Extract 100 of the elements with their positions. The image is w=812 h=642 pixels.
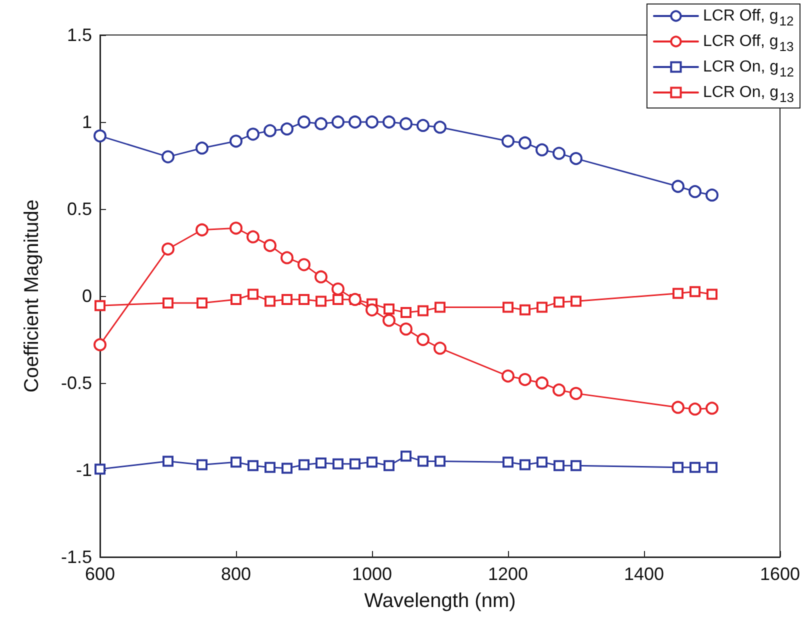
point [366, 456, 378, 468]
point [536, 376, 548, 390]
y-tick-label: 1.5 [66, 25, 92, 45]
point [366, 303, 378, 316]
point [366, 116, 378, 128]
point [554, 296, 564, 308]
point [280, 122, 294, 136]
point [196, 459, 208, 470]
point [248, 288, 258, 300]
point [400, 322, 412, 336]
point [706, 462, 718, 473]
point [518, 373, 532, 386]
point [706, 402, 718, 415]
x-tick-label: 600 [84, 564, 116, 584]
point [94, 464, 106, 475]
point [264, 239, 276, 252]
point [570, 152, 582, 166]
point [502, 134, 514, 148]
point [264, 296, 276, 307]
point [518, 136, 532, 150]
point [520, 304, 530, 316]
y-axis-title: Coefficient Magnitude [21, 199, 43, 393]
point [400, 450, 412, 462]
point [434, 120, 446, 134]
point [314, 117, 328, 130]
point [332, 282, 344, 296]
point [688, 402, 702, 416]
point [264, 124, 276, 138]
point [672, 462, 684, 473]
point [536, 302, 548, 313]
point [230, 134, 242, 148]
point [706, 288, 718, 300]
point [348, 116, 362, 128]
point [502, 370, 514, 383]
point [672, 288, 684, 299]
point [298, 116, 310, 128]
point [672, 400, 684, 414]
point [298, 294, 310, 305]
x-tick-label: 1200 [488, 564, 528, 584]
point [162, 150, 174, 164]
y-tick-label: -1 [76, 460, 92, 480]
point [502, 456, 514, 468]
point [552, 383, 566, 396]
point [418, 305, 428, 316]
point [162, 297, 174, 308]
point [298, 459, 310, 470]
point [434, 456, 446, 467]
point [196, 223, 208, 236]
point [552, 146, 566, 160]
point [246, 230, 260, 244]
point [554, 460, 564, 472]
y-tick-label: 1 [82, 112, 92, 132]
point [298, 258, 310, 272]
point [570, 386, 582, 400]
point [384, 304, 394, 315]
point [520, 459, 530, 470]
point [706, 188, 718, 202]
point [502, 302, 514, 313]
point [672, 180, 684, 193]
point [350, 458, 360, 470]
x-axis-title: Wavelength (nm) [364, 590, 516, 612]
point [162, 242, 174, 256]
x-tick-label: 1000 [352, 564, 392, 584]
point [688, 185, 702, 198]
point [316, 296, 326, 307]
x-tick-label: 1400 [624, 564, 664, 584]
y-tick-label: -0.5 [60, 373, 92, 393]
point [418, 456, 428, 467]
point [570, 296, 582, 307]
y-tick-label: 0.5 [66, 199, 92, 219]
point [400, 307, 412, 318]
point [400, 117, 412, 130]
point [264, 462, 276, 473]
point [536, 456, 548, 468]
point [196, 297, 208, 308]
point [94, 129, 106, 142]
point [434, 302, 446, 313]
point [314, 270, 328, 284]
point [332, 294, 344, 305]
y-tick-label: -1.5 [60, 547, 92, 567]
point [434, 342, 446, 355]
point [246, 128, 260, 141]
point [536, 143, 548, 156]
point [94, 300, 106, 312]
point [282, 294, 292, 305]
point [94, 338, 106, 352]
point [690, 286, 700, 298]
point [230, 456, 242, 468]
x-tick-label: 1600 [760, 564, 800, 584]
point [248, 460, 258, 472]
point [230, 222, 242, 235]
point [570, 460, 582, 472]
point [280, 251, 294, 264]
point [162, 456, 174, 467]
point [382, 314, 396, 327]
point [416, 118, 430, 132]
point [416, 333, 430, 346]
point [332, 116, 344, 128]
point [230, 294, 242, 305]
point [316, 458, 326, 469]
